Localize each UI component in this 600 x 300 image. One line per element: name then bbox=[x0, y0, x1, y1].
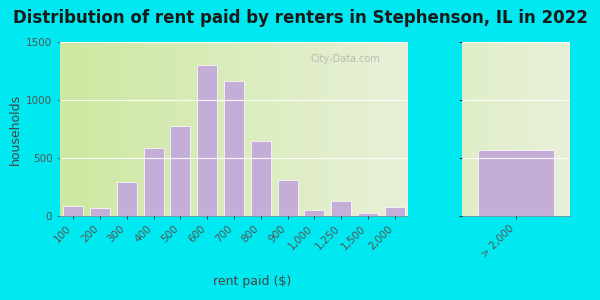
Bar bbox=[170, 125, 190, 216]
Text: Distribution of rent paid by renters in Stephenson, IL in 2022: Distribution of rent paid by renters in … bbox=[13, 9, 587, 27]
Bar bbox=[143, 148, 164, 216]
Bar bbox=[358, 212, 378, 216]
Bar bbox=[197, 65, 217, 216]
Bar bbox=[277, 180, 298, 216]
Bar bbox=[385, 207, 404, 216]
Text: City-Data.com: City-Data.com bbox=[311, 54, 380, 64]
Bar bbox=[331, 201, 351, 216]
Bar bbox=[251, 141, 271, 216]
Bar bbox=[478, 150, 554, 216]
Bar bbox=[64, 206, 83, 216]
Bar bbox=[304, 210, 325, 216]
Text: rent paid ($): rent paid ($) bbox=[213, 275, 291, 288]
Y-axis label: households: households bbox=[9, 93, 22, 165]
Bar bbox=[90, 208, 110, 216]
Bar bbox=[117, 182, 137, 216]
Bar bbox=[224, 81, 244, 216]
